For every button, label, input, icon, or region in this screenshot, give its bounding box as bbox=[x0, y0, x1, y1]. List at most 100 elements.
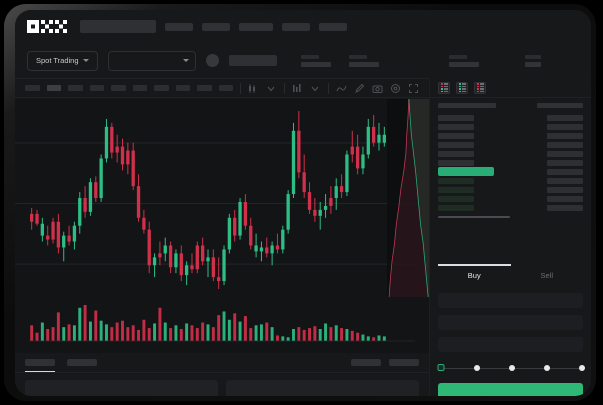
orderbook-both-rows bbox=[443, 83, 448, 92]
chevron-down-icon bbox=[182, 59, 189, 62]
nav-item-4[interactable] bbox=[282, 22, 310, 31]
timeframe-3[interactable] bbox=[68, 85, 83, 91]
ticker-stat-4 bbox=[524, 54, 541, 67]
candlestick-type-icon[interactable] bbox=[248, 83, 259, 94]
nav-item-5[interactable] bbox=[319, 22, 347, 31]
slider-node-0[interactable] bbox=[437, 364, 445, 371]
orderbook-list[interactable] bbox=[430, 98, 591, 218]
orderbook-asks-glyph bbox=[476, 83, 479, 92]
timeframe-4[interactable] bbox=[89, 85, 105, 91]
orderbook-ask-row-4-price bbox=[438, 141, 474, 148]
bottom-panel-2[interactable] bbox=[226, 380, 419, 396]
ticker-stat-2-value bbox=[348, 61, 379, 67]
orderbook-ask-row-4[interactable] bbox=[438, 140, 583, 149]
ticker-stat-3 bbox=[448, 54, 479, 67]
order-field-1[interactable] bbox=[438, 293, 583, 308]
orderbook-ask-row-6[interactable] bbox=[438, 158, 583, 167]
slider-node-25[interactable] bbox=[474, 364, 481, 371]
spot-trading-dropdown[interactable]: Spot Trading bbox=[27, 50, 98, 71]
bottom-tab-2[interactable] bbox=[67, 359, 97, 366]
orderbook-scrollbar[interactable] bbox=[438, 216, 510, 218]
timeframe-2[interactable] bbox=[46, 85, 62, 91]
orderbook-bid-row-3-price bbox=[438, 195, 474, 202]
orderbook-ask-row-2[interactable] bbox=[438, 122, 583, 131]
bottom-action-2[interactable] bbox=[389, 359, 419, 366]
bottom-actions bbox=[351, 359, 419, 366]
buy-tab[interactable]: Buy bbox=[467, 270, 481, 280]
timeframe-7[interactable] bbox=[154, 85, 169, 91]
orderbook-bids-glyph bbox=[458, 83, 461, 92]
ticker-stat-1 bbox=[300, 54, 331, 67]
order-field-3[interactable] bbox=[438, 337, 583, 352]
search-input[interactable] bbox=[80, 20, 156, 33]
indicators-icon[interactable] bbox=[292, 83, 303, 94]
orderbook-ask-row-5[interactable] bbox=[438, 149, 583, 158]
orderbook-ask-row-6-price bbox=[438, 159, 474, 166]
orderbook-asks-icon[interactable] bbox=[474, 81, 486, 94]
candlestick-chart[interactable] bbox=[15, 98, 429, 299]
orderbook-bid-row-3[interactable] bbox=[438, 194, 583, 203]
fullscreen-icon[interactable] bbox=[408, 83, 419, 94]
bottom-action-1[interactable] bbox=[351, 359, 381, 366]
timeframe-10[interactable] bbox=[218, 85, 234, 91]
orderbook-bid-row-2-price bbox=[438, 186, 474, 193]
timeframe-1[interactable] bbox=[25, 85, 40, 91]
amount-percent-slider[interactable] bbox=[437, 362, 585, 374]
coin-avatar bbox=[205, 54, 219, 67]
orderbook-spread-row-price bbox=[438, 167, 494, 176]
orderbook-mode-switcher bbox=[430, 78, 591, 98]
orderbook-both-glyph bbox=[440, 83, 443, 92]
orderbook-ask-row-4-amount bbox=[547, 141, 583, 148]
slider-node-50[interactable] bbox=[508, 364, 515, 371]
okx-logo[interactable] bbox=[27, 20, 67, 33]
toolbar-divider bbox=[284, 82, 286, 94]
ticker-stat-1-label bbox=[300, 54, 319, 59]
orderbook-bid-row-2[interactable] bbox=[438, 185, 583, 194]
orderbook-bid-row-1-price bbox=[438, 177, 474, 184]
orderbook-bids-icon[interactable] bbox=[456, 81, 468, 94]
orderbook-bid-row-1-amount bbox=[547, 177, 583, 184]
timeframe-6[interactable] bbox=[132, 85, 148, 91]
orderbook-ask-row-3[interactable] bbox=[438, 131, 583, 140]
nav-item-2[interactable] bbox=[202, 22, 230, 31]
orderbook-header bbox=[438, 103, 583, 108]
orderbook-ask-row-3-amount bbox=[547, 132, 583, 139]
orderbook-ask-row-1[interactable] bbox=[438, 113, 583, 122]
slider-node-75[interactable] bbox=[543, 364, 550, 371]
bottom-panel-1[interactable] bbox=[25, 380, 218, 396]
nav-item-3[interactable] bbox=[239, 22, 273, 31]
pair-name bbox=[228, 55, 277, 66]
timeframe-5[interactable] bbox=[111, 85, 126, 91]
camera-icon[interactable] bbox=[372, 83, 383, 94]
submit-order-button[interactable] bbox=[438, 383, 583, 396]
active-tab-underline bbox=[438, 264, 511, 266]
slider-node-100[interactable] bbox=[578, 364, 585, 371]
bottom-panels bbox=[15, 373, 429, 396]
settings-icon[interactable] bbox=[390, 83, 401, 94]
pair-select-dropdown[interactable] bbox=[107, 50, 196, 71]
orderbook-bid-row-4[interactable] bbox=[438, 203, 583, 212]
order-field-2[interactable] bbox=[438, 315, 583, 330]
depth-chart-svg bbox=[387, 98, 429, 298]
bottom-tab-1[interactable] bbox=[25, 359, 55, 372]
ticker-stat-4-value bbox=[524, 61, 541, 67]
timeframe-9[interactable] bbox=[197, 85, 212, 91]
volume-histogram bbox=[15, 299, 429, 353]
nav-item-1[interactable] bbox=[165, 22, 193, 31]
orderbook-both-icon[interactable] bbox=[438, 81, 450, 94]
timeframe-8[interactable] bbox=[175, 85, 191, 91]
orderbook-ask-row-1-amount bbox=[547, 114, 583, 121]
orderbook-ask-row-5-amount bbox=[547, 150, 583, 157]
orderbook-ask-row-3-price bbox=[438, 132, 474, 139]
orderbook-bid-row-1[interactable] bbox=[438, 176, 583, 185]
sell-tab[interactable]: Sell bbox=[540, 270, 553, 280]
line-tool-icon[interactable] bbox=[336, 83, 347, 94]
chevron-down-icon[interactable] bbox=[266, 83, 277, 94]
chevron-down-icon[interactable] bbox=[310, 83, 321, 94]
orderbook-ask-row-1-price bbox=[438, 114, 474, 121]
orderbook-amount-header bbox=[537, 103, 583, 108]
orderbook-spread-row[interactable] bbox=[438, 167, 583, 176]
orderbook-asks-rows bbox=[479, 83, 484, 92]
drawing-pencil-icon[interactable] bbox=[354, 83, 365, 94]
